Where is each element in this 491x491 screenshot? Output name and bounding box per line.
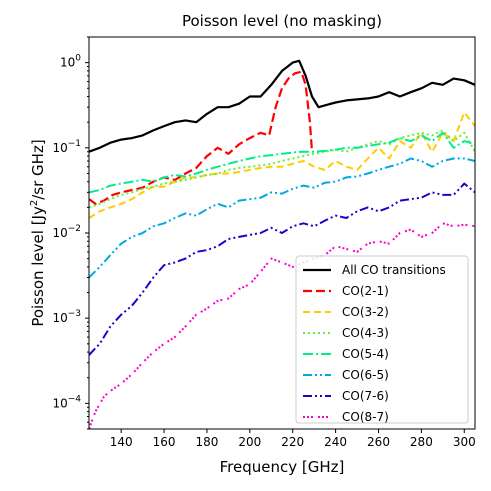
legend-label-3: CO(4-3) <box>342 326 389 340</box>
series-line-7 <box>89 222 475 429</box>
y-axis-label-rest: /sr GHz] <box>29 139 47 199</box>
x-tick-label: 300 <box>453 435 476 449</box>
x-tick-label: 280 <box>410 435 433 449</box>
series-line-1 <box>89 70 314 205</box>
x-tick-label: 260 <box>367 435 390 449</box>
y-axis: 10−4 10−3 10−2 10−1 100 <box>52 36 89 430</box>
series-line-4 <box>89 131 475 194</box>
y-tick-label: 10−2 <box>52 224 81 240</box>
y-axis-label-sup: 2 <box>29 200 40 206</box>
x-tick-label: 160 <box>153 435 176 449</box>
legend-label-7: CO(8-7) <box>342 410 389 424</box>
legend-box <box>295 255 469 424</box>
legend-label-5: CO(6-5) <box>342 368 389 382</box>
legend-label-2: CO(3-2) <box>342 305 389 319</box>
series-line-6 <box>89 182 475 356</box>
y-tick-label: 10−1 <box>52 139 81 155</box>
x-tick-label: 140 <box>110 435 133 449</box>
x-tick-label: 180 <box>195 435 218 449</box>
y-tick-label: 10−3 <box>52 309 81 325</box>
series-line-5 <box>89 157 475 279</box>
y-tick-label: 10−4 <box>52 394 81 410</box>
legend-label-1: CO(2-1) <box>342 284 389 298</box>
y-axis-label: Poisson level [Jy2/sr GHz] <box>29 139 47 326</box>
chart-title: Poisson level (no masking) <box>182 12 382 30</box>
legend: All CO transitions CO(2-1) CO(3-2) CO(4-3) C… <box>295 255 469 424</box>
x-tick-label: 220 <box>281 435 304 449</box>
y-axis-label-main: Poisson level [Jy <box>29 206 47 327</box>
x-tick-label: 200 <box>238 435 261 449</box>
legend-label-6: CO(7-6) <box>342 389 389 403</box>
legend-label-0: All CO transitions <box>342 263 446 277</box>
y-tick-label: 100 <box>60 54 81 70</box>
legend-label-4: CO(5-4) <box>342 347 389 361</box>
x-axis-label: Frequency [GHz] <box>220 458 345 476</box>
plot-area <box>88 36 476 430</box>
series-line-0 <box>89 59 475 153</box>
series-line-2 <box>89 111 475 219</box>
x-axis: 140 160 180 200 220 240 260 280 300 <box>110 429 476 449</box>
x-tick-label: 240 <box>324 435 347 449</box>
series-line-3 <box>89 129 475 209</box>
